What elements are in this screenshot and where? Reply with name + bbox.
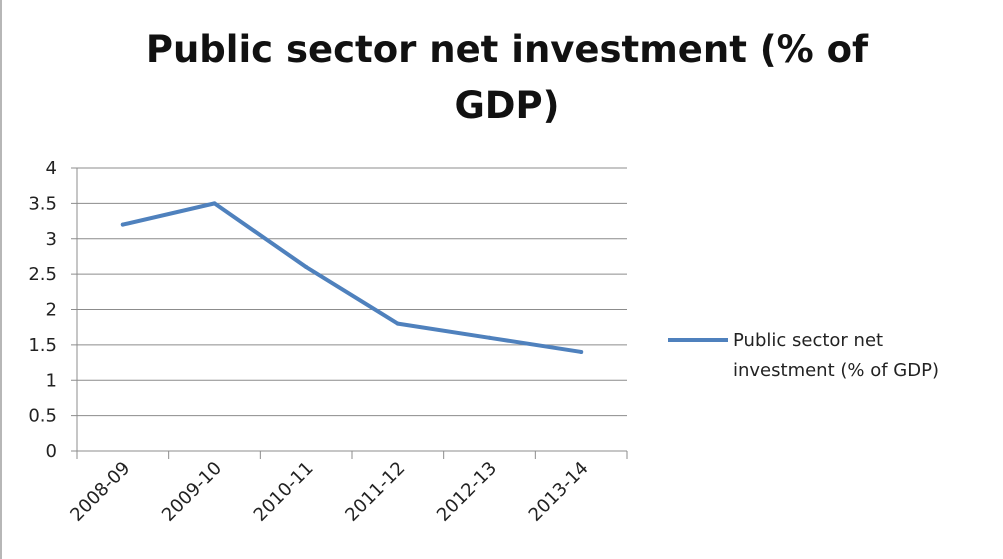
- y-tick-label: 2.5: [28, 264, 57, 285]
- chart-title-line-2: GDP): [454, 84, 559, 127]
- y-tick-label: 2: [46, 300, 57, 321]
- x-tick-label: 2010-11: [250, 458, 318, 526]
- y-axis-tick-labels: 4 3.5 3 2.5 2 1.5 1 0.5 0: [28, 158, 57, 462]
- series-point: [120, 222, 125, 227]
- series-point: [487, 335, 492, 340]
- series-point: [395, 321, 400, 326]
- x-tick-label: 2008-09: [66, 458, 134, 526]
- y-tick-label: 1: [46, 370, 57, 391]
- legend: Public sector net investment (% of GDP): [668, 330, 939, 381]
- x-axis-tick-labels: 2008-09 2009-10 2010-11 2011-12 2012-13 2013-…: [66, 458, 592, 526]
- gridlines: [77, 167, 627, 417]
- x-tick-label: 2011-12: [341, 458, 409, 526]
- legend-label-line-1: Public sector net: [733, 330, 883, 351]
- axes: [71, 167, 628, 459]
- series-point: [304, 265, 309, 270]
- legend-label-line-2: investment (% of GDP): [733, 360, 939, 381]
- y-tick-label: 3: [46, 229, 57, 250]
- chart-title-group: Public sector net investment (% of GDP): [146, 28, 869, 127]
- chart-title-line-1: Public sector net investment (% of: [146, 28, 869, 71]
- y-tick-label: 4: [46, 158, 57, 179]
- series-layer: [120, 201, 584, 354]
- x-tick-label: 2012-13: [433, 458, 501, 526]
- series-point: [212, 201, 217, 206]
- y-tick-label: 3.5: [28, 193, 57, 214]
- series-point: [579, 349, 584, 354]
- x-tick-label: 2013-14: [525, 458, 593, 526]
- y-tick-label: 0: [46, 441, 57, 462]
- series-line: [120, 201, 584, 354]
- x-tick-label: 2009-10: [158, 458, 226, 526]
- y-tick-label: 1.5: [28, 335, 57, 356]
- y-tick-label: 0.5: [28, 406, 57, 427]
